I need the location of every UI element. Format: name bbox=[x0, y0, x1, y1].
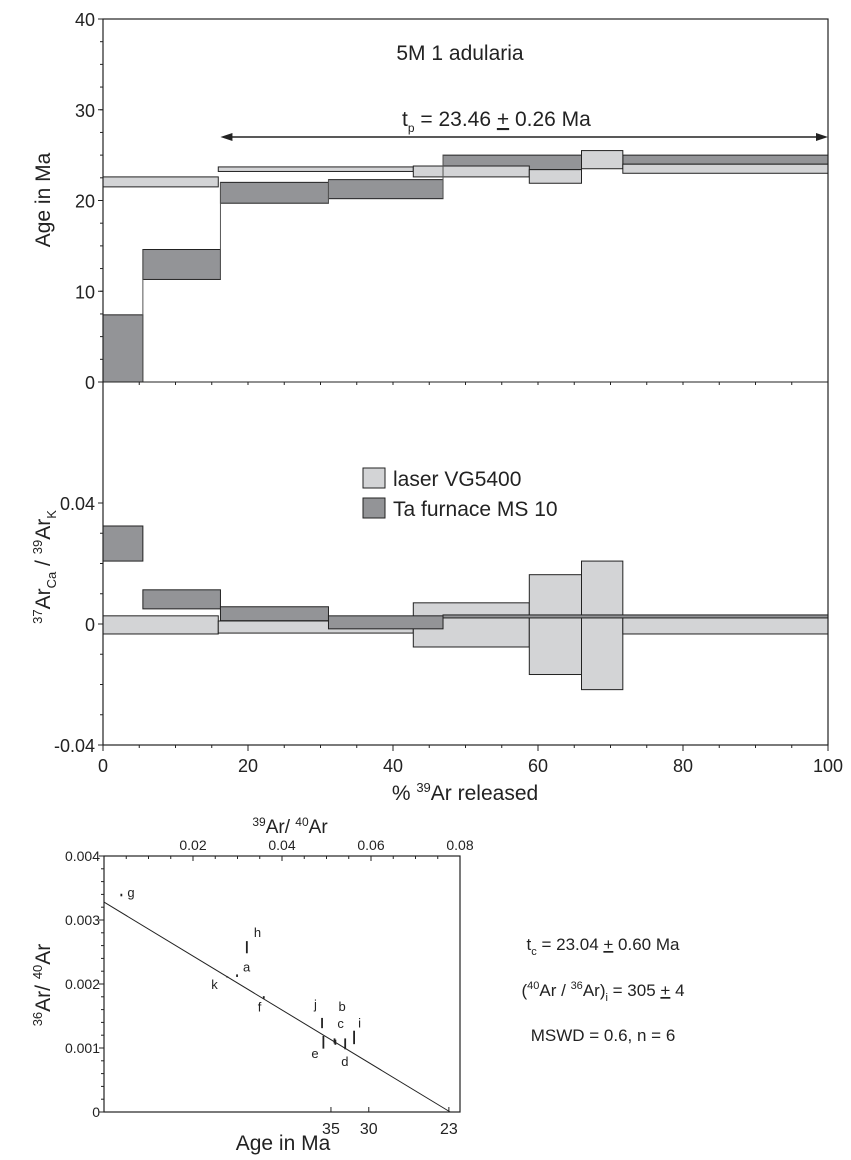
x-tick-label: 40 bbox=[383, 756, 403, 776]
furnace-age-step-4 bbox=[327, 179, 444, 200]
data-point-label-k: k bbox=[211, 977, 218, 992]
laser-cak-step-1 bbox=[102, 615, 219, 635]
data-point-label-a: a bbox=[243, 960, 251, 975]
data-point-label-d: d bbox=[341, 1054, 348, 1069]
data-point-label-b: b bbox=[339, 999, 346, 1014]
plateau-value: = 23.46 bbox=[415, 108, 497, 131]
furnace-cak-step-4 bbox=[327, 615, 444, 630]
x-tick-label: 0 bbox=[98, 756, 108, 776]
data-point-label-e: e bbox=[311, 1046, 318, 1061]
y-tick-label: 10 bbox=[75, 282, 95, 302]
isochron-x-axis-label: 39Ar/ 40Ar bbox=[252, 815, 328, 838]
y-tick-label: 0 bbox=[92, 1104, 100, 1120]
data-point-label-i: i bbox=[358, 1015, 361, 1030]
furnace-age-step-3 bbox=[219, 181, 329, 204]
data-point-label-j: j bbox=[313, 997, 317, 1012]
plateau-arrowhead-left bbox=[220, 133, 233, 141]
x-tick-label: 0.04 bbox=[268, 837, 295, 853]
x-tick-label: 0.02 bbox=[179, 837, 206, 853]
isochron-age-result: tc = 23.04 + 0.60 Ma bbox=[527, 935, 681, 958]
furnace-age-step-6 bbox=[622, 154, 829, 165]
y-tick-label: 0.004 bbox=[65, 848, 100, 864]
mswd-result: MSWD = 0.6, n = 6 bbox=[531, 1026, 676, 1045]
y-axis-label-cak: 37ArCa / 39ArK bbox=[30, 510, 59, 624]
legend-label-furnace: Ta furnace MS 10 bbox=[393, 498, 558, 521]
x-tick-label: 0.06 bbox=[357, 837, 384, 853]
furnace-age-step-2 bbox=[142, 249, 221, 280]
x-tick-label: 20 bbox=[238, 756, 258, 776]
data-point-label-f: f bbox=[258, 999, 262, 1014]
chart-title: 5M 1 adularia bbox=[396, 42, 524, 65]
y-tick-label: 0 bbox=[85, 373, 95, 393]
laser-cak-step-6 bbox=[622, 616, 829, 635]
laser-age-step-2 bbox=[217, 166, 414, 172]
y-tick-label: -0.04 bbox=[54, 736, 95, 756]
x-tick-label: 0.08 bbox=[446, 837, 473, 853]
y-tick-label: 0.04 bbox=[60, 494, 95, 514]
legend: laser VG5400 Ta furnace MS 10 bbox=[362, 467, 558, 521]
laser-age-step-6 bbox=[622, 163, 829, 174]
legend-swatch-laser bbox=[362, 467, 386, 489]
age-spectrum-plot: 0 10 20 30 40 bbox=[75, 10, 829, 393]
x-tick-label: 60 bbox=[528, 756, 548, 776]
y-tick-label: 0.002 bbox=[65, 976, 100, 992]
isochron-y-axis-label: 36Ar/ 40Ar bbox=[30, 944, 55, 1027]
plateau-t: t bbox=[402, 108, 408, 131]
laser-age-step-3 bbox=[412, 165, 530, 178]
plateau-arrowhead-right bbox=[816, 133, 828, 141]
data-point-label-h: h bbox=[254, 925, 261, 940]
y-tick-label: 0 bbox=[85, 615, 95, 635]
x-tick-label: 80 bbox=[673, 756, 693, 776]
legend-label-laser: laser VG5400 bbox=[393, 468, 521, 491]
age-tick-label: 30 bbox=[360, 1121, 378, 1138]
data-point-label-g: g bbox=[127, 885, 134, 900]
plateau-error: 0.26 Ma bbox=[509, 108, 591, 131]
y-axis-label-age: Age in Ma bbox=[32, 152, 55, 247]
laser-cak-step-5 bbox=[581, 560, 624, 691]
laser-age-step-1 bbox=[102, 176, 219, 188]
isochron-results: tc = 23.04 + 0.60 Ma (40Ar / 36Ar)i = 30… bbox=[521, 935, 684, 1045]
isochron-frame bbox=[103, 855, 461, 1113]
isochron-age-axis-label: Age in Ma bbox=[236, 1132, 331, 1155]
furnace-cak-step-3 bbox=[219, 606, 329, 622]
y-tick-label: 0.001 bbox=[65, 1040, 100, 1056]
data-point-label-c: c bbox=[337, 1016, 344, 1031]
x-axis-label-released: % 39Ar released bbox=[392, 780, 538, 805]
plateau-age-label: tp = 23.46 + 0.26 Ma bbox=[402, 108, 591, 135]
isochron-plot: 0 0.001 0.002 0.003 0.004 0.02 0.04 0.06 0.08 35 3… bbox=[65, 837, 474, 1138]
laser-age-step-4 bbox=[528, 169, 582, 184]
plateau-pm: + bbox=[497, 108, 509, 131]
furnace-cak-step-1 bbox=[102, 525, 144, 562]
furnace-cak-step-2 bbox=[142, 589, 221, 610]
x-tick-label: 100 bbox=[813, 756, 843, 776]
laser-cak-step-4 bbox=[528, 574, 582, 676]
age-tick-label: 23 bbox=[440, 1121, 458, 1138]
furnace-age-step-1 bbox=[102, 314, 144, 383]
y-tick-label: 0.003 bbox=[65, 912, 100, 928]
y-tick-label: 40 bbox=[75, 10, 95, 30]
isochron-fit-line bbox=[103, 901, 451, 1113]
y-tick-label: 20 bbox=[75, 192, 95, 212]
legend-swatch-furnace bbox=[362, 497, 386, 519]
y-tick-label: 30 bbox=[75, 101, 95, 121]
initial-ratio-result: (40Ar / 36Ar)i = 305 + 4 bbox=[521, 980, 684, 1004]
age-tick-label: 35 bbox=[322, 1121, 340, 1138]
furnace-cak-step-5 bbox=[442, 614, 829, 619]
plateau-sub: p bbox=[408, 121, 415, 135]
laser-age-step-5 bbox=[581, 150, 624, 170]
